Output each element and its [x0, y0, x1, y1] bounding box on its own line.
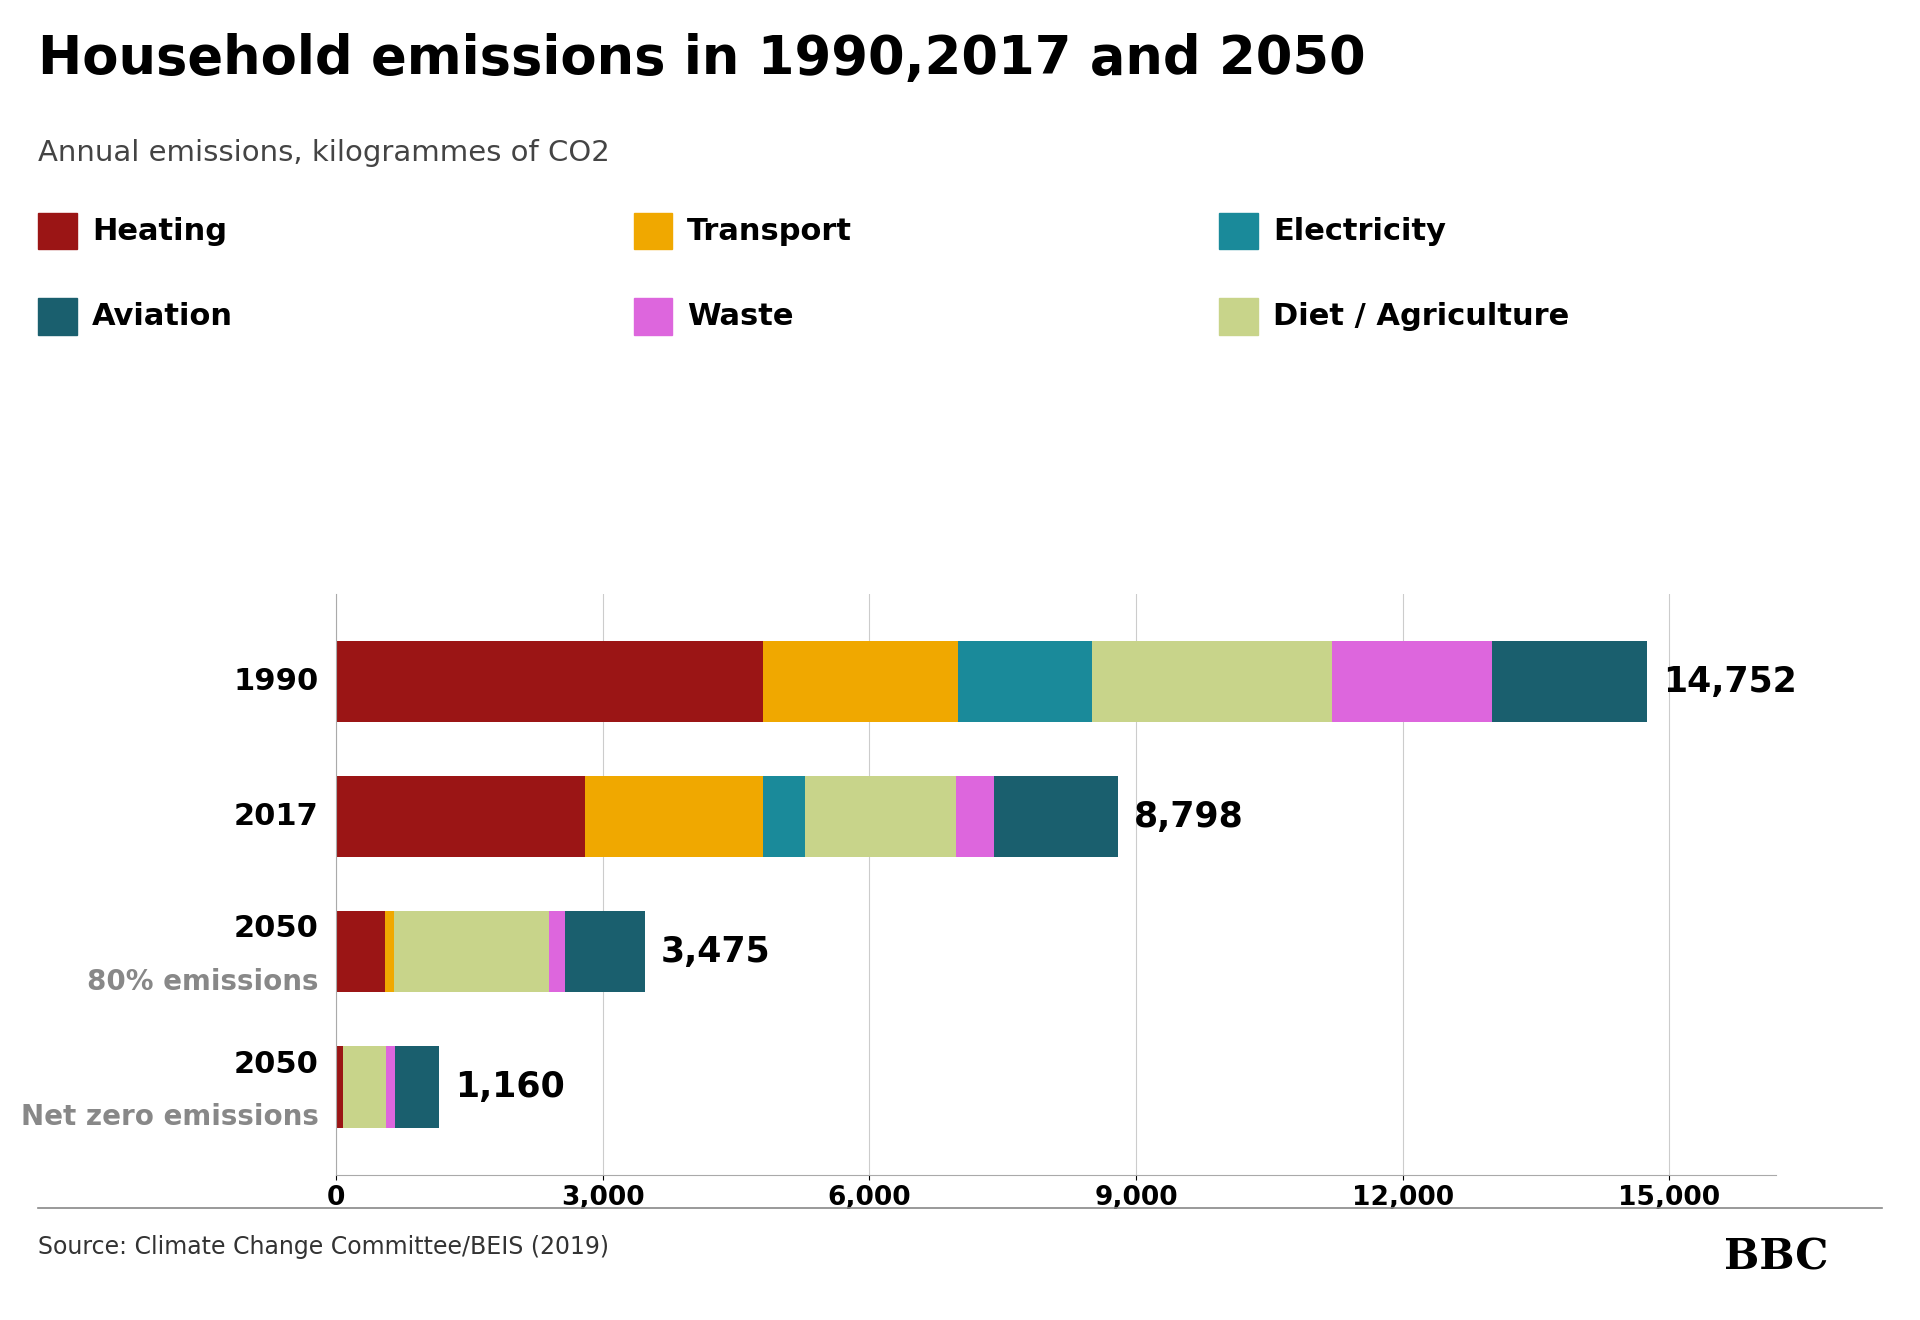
- Text: Diet / Agriculture: Diet / Agriculture: [1273, 302, 1569, 331]
- Bar: [336, 1047, 344, 1127]
- Bar: [1332, 642, 1492, 722]
- Bar: [336, 911, 384, 993]
- Text: 80% emissions: 80% emissions: [86, 968, 319, 995]
- Text: Household emissions in 1990,2017 and 2050: Household emissions in 1990,2017 and 205…: [38, 33, 1365, 84]
- Text: Transport: Transport: [687, 216, 852, 246]
- Bar: [394, 911, 549, 993]
- Bar: [386, 1047, 396, 1127]
- Text: Annual emissions, kilogrammes of CO2: Annual emissions, kilogrammes of CO2: [38, 139, 611, 166]
- Text: BBC: BBC: [1724, 1237, 1828, 1279]
- Bar: [549, 911, 564, 993]
- Text: 3,475: 3,475: [660, 935, 770, 969]
- Bar: [344, 1047, 386, 1127]
- Text: 8,798: 8,798: [1135, 800, 1244, 834]
- Bar: [804, 776, 956, 858]
- Text: 2050: 2050: [234, 915, 319, 944]
- Text: Waste: Waste: [687, 302, 793, 331]
- Bar: [762, 642, 958, 722]
- Bar: [336, 642, 762, 722]
- Bar: [384, 911, 394, 993]
- Bar: [1092, 642, 1332, 722]
- Text: 2050: 2050: [234, 1049, 319, 1078]
- Text: 1,160: 1,160: [455, 1071, 564, 1104]
- Bar: [336, 776, 586, 858]
- Bar: [564, 911, 645, 993]
- Text: 1990: 1990: [234, 668, 319, 696]
- Bar: [1492, 642, 1647, 722]
- Text: Source: Climate Change Committee/BEIS (2019): Source: Climate Change Committee/BEIS (2…: [38, 1236, 609, 1259]
- Bar: [995, 776, 1117, 858]
- Bar: [956, 776, 995, 858]
- Text: Heating: Heating: [92, 216, 227, 246]
- Text: Aviation: Aviation: [92, 302, 232, 331]
- Text: 2017: 2017: [234, 803, 319, 832]
- Text: Net zero emissions: Net zero emissions: [21, 1102, 319, 1131]
- Bar: [586, 776, 762, 858]
- Bar: [958, 642, 1092, 722]
- Text: 14,752: 14,752: [1663, 665, 1797, 698]
- Bar: [762, 776, 804, 858]
- Bar: [396, 1047, 440, 1127]
- Text: Electricity: Electricity: [1273, 216, 1446, 246]
